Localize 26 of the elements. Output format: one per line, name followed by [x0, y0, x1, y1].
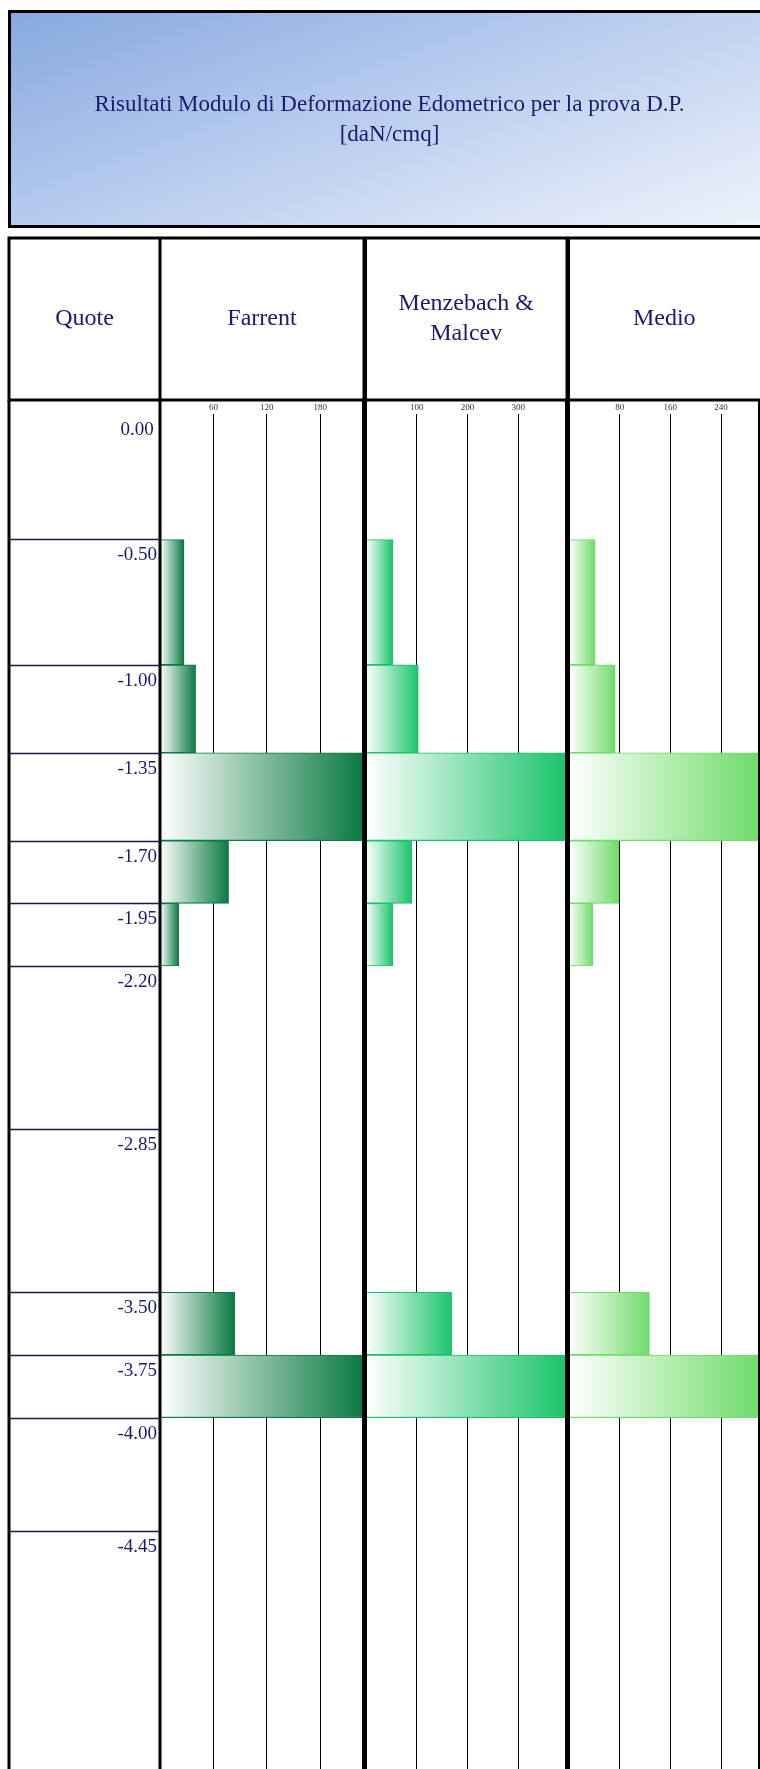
y-tick-label: -1.00: [117, 668, 157, 690]
y-tick-label: -4.45: [117, 1534, 157, 1556]
x-tick-label: 160: [663, 401, 678, 412]
x-tick-label: 80: [615, 401, 625, 412]
chart-subtitle: Menzebach & Malcev: [398, 289, 535, 346]
x-tick-label: 120: [260, 401, 275, 412]
chart-subtitle: Medio: [632, 304, 696, 331]
x-tick-label: 180: [313, 401, 328, 412]
y-tick-label: -0.50: [117, 543, 157, 565]
y-tick-label: -1.95: [117, 907, 157, 929]
y-tick-label: 0.00: [120, 417, 154, 439]
chart-title: Risultati Modulo di Deformazione Edometrico per la prova D.P. [daN/cmq]: [8, 10, 760, 228]
y-tick-label: -3.50: [117, 1296, 157, 1318]
y-tick-label: -2.85: [117, 1133, 157, 1155]
x-tick-label: 100: [410, 401, 425, 412]
y-tick-label: -4.00: [117, 1421, 157, 1443]
y-tick-label: -1.35: [117, 756, 157, 778]
chart-subtitle: Farrent: [227, 304, 297, 331]
x-tick-label: 240: [714, 401, 729, 412]
y-axis-title: Quote: [55, 304, 114, 331]
x-tick-label: 200: [460, 401, 475, 412]
y-tick-label: -3.75: [117, 1358, 157, 1380]
x-tick-label: 300: [511, 401, 526, 412]
x-tick-label: 60: [208, 401, 219, 412]
y-tick-label: -1.70: [117, 844, 157, 866]
y-tick-label: -2.20: [117, 970, 157, 992]
